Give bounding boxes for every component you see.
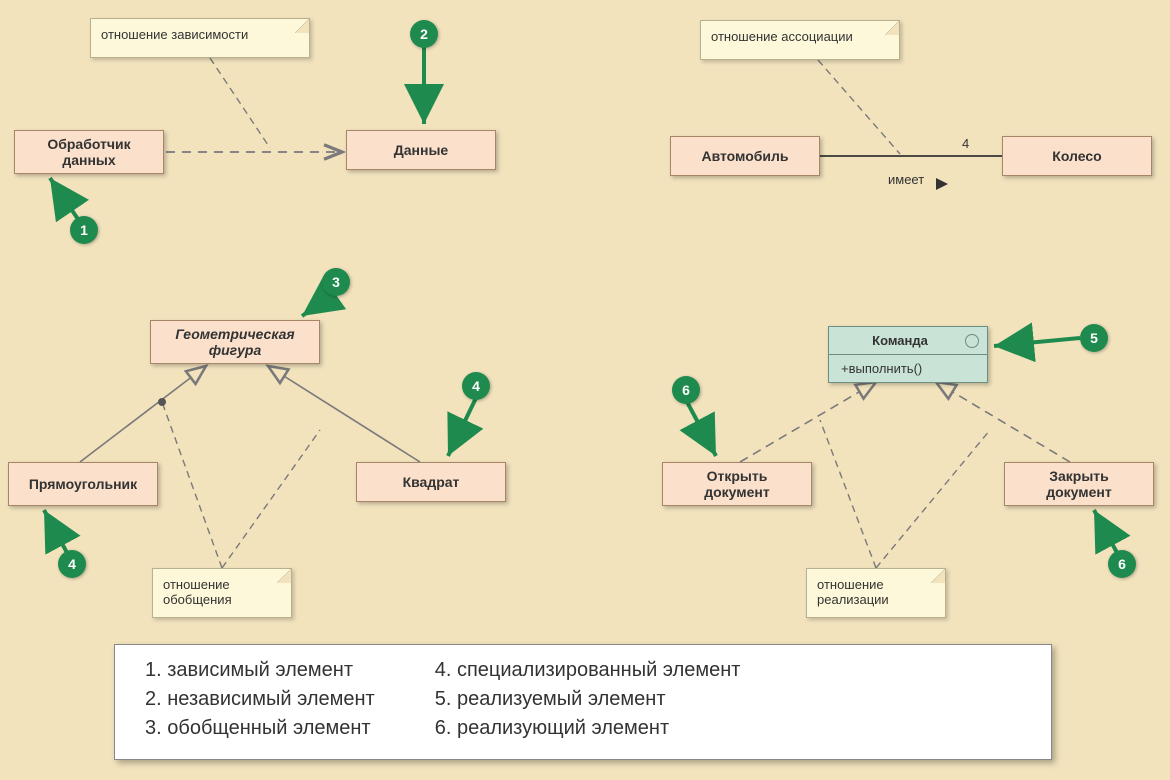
badge-number: 1: [80, 222, 88, 238]
note-realization: отношение реализации: [806, 568, 946, 618]
interface-command: Команда +выполнить(): [828, 326, 988, 383]
note-anchor-dot: [158, 398, 166, 406]
edge-real-open: [740, 382, 876, 462]
class-rect: Прямоугольник: [8, 462, 158, 506]
badge-1: 1: [70, 216, 98, 244]
legend-item: 2. независимый элемент: [145, 688, 375, 711]
note-text: отношение ассоциации: [711, 29, 853, 44]
badge-number: 5: [1090, 330, 1098, 346]
badge-arrow-6a: [686, 400, 716, 456]
badge-number: 2: [420, 26, 428, 42]
class-auto: Автомобиль: [670, 136, 820, 176]
class-data: Данные: [346, 130, 496, 170]
note-link-gen: [162, 402, 222, 568]
badge-5: 5: [1080, 324, 1108, 352]
badge-2: 2: [410, 20, 438, 48]
note-link-real2: [876, 430, 990, 568]
interface-method: +выполнить(): [829, 355, 987, 382]
badge-number: 4: [68, 556, 76, 572]
badge-4a: 4: [462, 372, 490, 400]
class-handler: Обработчик данных: [14, 130, 164, 174]
edge-real-close: [936, 382, 1070, 462]
class-label: Геометрическая фигура: [161, 326, 309, 358]
legend-panel: 1. зависимый элемент 2. независимый элем…: [114, 644, 1052, 760]
legend-col-1: 1. зависимый элемент 2. независимый элем…: [145, 659, 375, 745]
badge-number: 3: [332, 274, 340, 290]
legend-item: 1. зависимый элемент: [145, 659, 375, 682]
edge-gen-square: [268, 366, 420, 462]
class-open-doc: Открыть документ: [662, 462, 812, 506]
badge-6a: 6: [672, 376, 700, 404]
class-figure: Геометрическая фигура: [150, 320, 320, 364]
class-label: Данные: [394, 142, 448, 158]
class-label: Автомобиль: [701, 148, 788, 164]
note-generalization: отношение обобщения: [152, 568, 292, 618]
class-label: Обработчик данных: [25, 136, 153, 168]
interface-title: Команда: [829, 327, 987, 355]
badge-4b: 4: [58, 550, 86, 578]
class-label: Закрыть документ: [1015, 468, 1143, 500]
legend-item: 3. обобщенный элемент: [145, 717, 375, 740]
note-dependency: отношение зависимости: [90, 18, 310, 58]
class-label: Квадрат: [403, 474, 460, 490]
badge-arrow-3: [302, 292, 336, 316]
badge-6b: 6: [1108, 550, 1136, 578]
note-text: отношение обобщения: [163, 577, 281, 607]
class-label: Открыть документ: [673, 468, 801, 500]
note-text: отношение реализации: [817, 577, 935, 607]
badge-number: 6: [1118, 556, 1126, 572]
legend-item: 6. реализующий элемент: [435, 717, 741, 740]
class-label: Колесо: [1052, 148, 1101, 164]
note-link-real: [820, 420, 876, 568]
badge-number: 4: [472, 378, 480, 394]
assoc-verb: имеет: [888, 172, 924, 187]
note-association: отношение ассоциации: [700, 20, 900, 60]
note-text: отношение зависимости: [101, 27, 248, 42]
class-square: Квадрат: [356, 462, 506, 502]
legend-item: 5. реализуемый элемент: [435, 688, 741, 711]
assoc-direction-icon: [936, 178, 948, 190]
note-link-assoc: [818, 60, 900, 154]
class-label: Прямоугольник: [29, 476, 137, 492]
diagram-canvas: отношение зависимости отношение ассоциац…: [0, 0, 1170, 780]
note-link-dep: [210, 58, 270, 148]
badge-arrow-4a: [448, 398, 476, 456]
badge-3: 3: [322, 268, 350, 296]
legend-item: 4. специализированный элемент: [435, 659, 741, 682]
assoc-multiplicity: 4: [962, 136, 969, 151]
legend-col-2: 4. специализированный элемент 5. реализу…: [435, 659, 741, 745]
class-close-doc: Закрыть документ: [1004, 462, 1154, 506]
badge-arrow-5: [994, 338, 1080, 346]
badge-number: 6: [682, 382, 690, 398]
edge-gen-rect: [80, 366, 206, 462]
note-link-gen2: [222, 430, 320, 568]
class-wheel: Колесо: [1002, 136, 1152, 176]
